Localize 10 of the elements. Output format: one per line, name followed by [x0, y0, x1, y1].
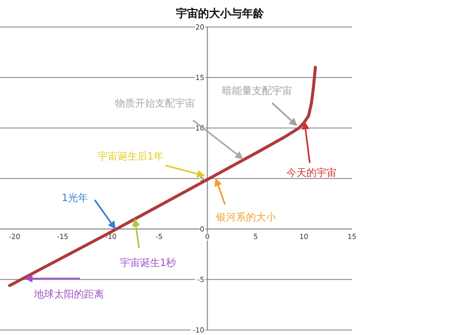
- annotation: 宇宙诞生1秒: [120, 256, 176, 269]
- chart-title: 宇宙的大小与年龄: [176, 7, 265, 20]
- annotation: 暗能量支配宇宙: [222, 84, 292, 97]
- line-series: [8, 66, 317, 288]
- annotation: 今天的宇宙: [286, 166, 337, 179]
- annotation: 银河系的大小: [215, 212, 276, 224]
- annotation: 宇宙诞生后1年: [97, 150, 164, 162]
- annotation: 地球太阳的距离: [33, 288, 104, 300]
- annotation: 物质开始支配宇宙: [115, 97, 196, 110]
- annotation: 1光年: [62, 192, 88, 204]
